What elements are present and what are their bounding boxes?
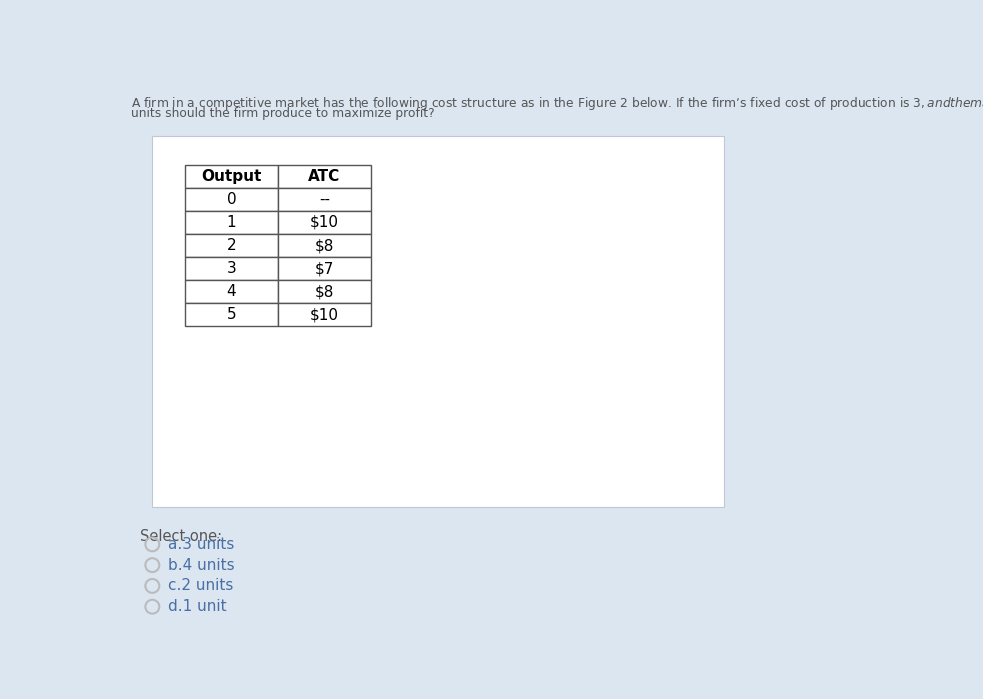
Bar [185,188,278,211]
Text: c.2 units: c.2 units [168,578,233,593]
Bar [185,257,278,280]
Bar [152,136,723,507]
Text: --: -- [318,192,330,207]
Text: 3: 3 [226,261,236,276]
Text: A firm in a competitive market has the following cost structure as in the Figure: A firm in a competitive market has the f… [131,94,983,112]
Text: $10: $10 [310,308,339,322]
Bar [278,303,371,326]
Text: a.3 units: a.3 units [168,537,234,552]
Bar [278,188,371,211]
Text: $7: $7 [315,261,334,276]
Bar [278,257,371,280]
Text: Output: Output [202,168,261,184]
Text: $10: $10 [310,215,339,230]
Text: $8: $8 [315,238,334,253]
Bar [278,211,371,234]
Text: 2: 2 [226,238,236,253]
Text: $8: $8 [315,284,334,299]
Text: 5: 5 [226,308,236,322]
Text: 1: 1 [226,215,236,230]
Text: 0: 0 [226,192,236,207]
Bar [185,303,278,326]
Bar [278,165,371,188]
Bar [185,165,278,188]
Text: 4: 4 [226,284,236,299]
Text: units should the firm produce to maximize profit?: units should the firm produce to maximiz… [131,107,434,120]
Text: d.1 unit: d.1 unit [168,599,226,614]
Text: Select one:: Select one: [140,529,222,544]
Text: ATC: ATC [309,168,340,184]
Bar [278,280,371,303]
Bar [185,234,278,257]
Text: b.4 units: b.4 units [168,558,235,572]
Bar [185,211,278,234]
Bar [185,280,278,303]
Bar [278,234,371,257]
